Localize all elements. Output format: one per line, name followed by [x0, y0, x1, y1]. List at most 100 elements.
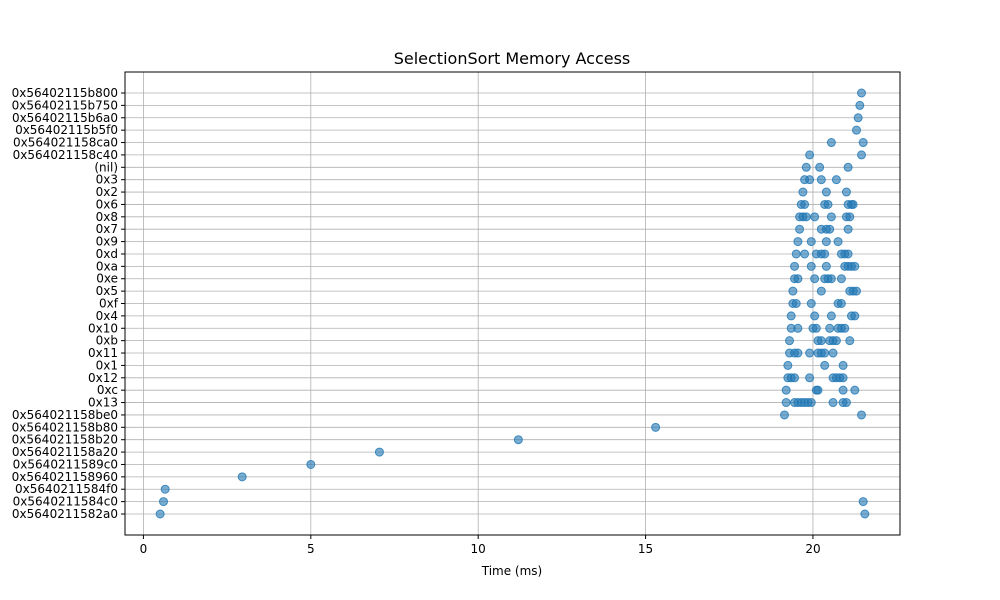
y-tick-label: 0x9: [96, 235, 118, 249]
data-point: [805, 150, 815, 160]
data-point: [826, 274, 836, 284]
data-point: [820, 360, 830, 370]
data-point: [160, 484, 170, 494]
y-tick-label: 0x5640211589c0: [13, 457, 118, 471]
y-tick-label: 0x8: [96, 210, 118, 224]
data-point: [795, 224, 805, 234]
grid-lines: [125, 72, 900, 535]
y-tick-label: (nil): [94, 160, 118, 174]
y-tick-label: 0x564021158960: [12, 470, 118, 484]
data-point: [836, 274, 846, 284]
data-point: [816, 336, 826, 346]
y-tick-label: 0x13: [88, 396, 118, 410]
data-point: [831, 336, 841, 346]
data-point: [791, 249, 801, 259]
y-tick-label: 0xe: [96, 272, 118, 286]
data-point: [783, 360, 793, 370]
data-point: [823, 199, 833, 209]
data-point: [793, 323, 803, 333]
data-point: [816, 175, 826, 185]
data-point: [825, 224, 835, 234]
data-point: [816, 286, 826, 296]
y-tick-label: 0x11: [88, 346, 118, 360]
y-tick-label: 0xa: [96, 259, 118, 273]
data-point: [858, 497, 868, 507]
data-point: [821, 261, 831, 271]
y-tick-label: 0x564021158a20: [12, 445, 118, 459]
data-point: [841, 398, 851, 408]
x-axis-ticks: 0 5 10 15 20: [140, 535, 821, 556]
data-points: [155, 88, 870, 519]
y-tick-label: 0x564021158ca0: [13, 136, 118, 150]
y-tick-label: 0x564021158c40: [13, 148, 118, 162]
data-point: [843, 249, 853, 259]
x-tick-label: 10: [471, 542, 486, 556]
x-axis-label: Time (ms): [481, 564, 543, 578]
y-tick-label: 0x56402115b750: [12, 98, 118, 112]
data-point: [651, 422, 661, 432]
data-point: [841, 187, 851, 197]
y-tick-label: 0x5640211584f0: [15, 482, 118, 496]
data-point: [800, 199, 810, 209]
data-point: [836, 299, 846, 308]
data-point: [826, 138, 836, 148]
y-tick-label: 0x5640211582a0: [12, 507, 118, 521]
y-tick-label: 0xc: [97, 383, 118, 397]
data-point: [848, 199, 858, 209]
data-point: [821, 187, 831, 197]
data-point: [850, 261, 860, 271]
data-point: [237, 472, 247, 482]
data-point: [781, 385, 791, 395]
data-point: [805, 348, 815, 358]
data-point: [843, 162, 853, 172]
y-tick-label: 0x564021158b20: [12, 433, 118, 447]
data-point: [838, 385, 848, 395]
data-point: [793, 274, 803, 284]
data-point: [790, 373, 800, 383]
y-tick-label: 0x5640211584c0: [13, 495, 118, 509]
data-point: [850, 385, 860, 395]
data-point: [806, 398, 816, 408]
data-point: [801, 212, 811, 222]
y-tick-label: 0x56402115b6a0: [12, 111, 118, 125]
data-point: [374, 447, 384, 457]
data-point: [838, 360, 848, 370]
data-point: [805, 175, 815, 185]
x-tick-label: 0: [140, 542, 148, 556]
data-point: [781, 398, 791, 408]
data-point: [801, 162, 811, 172]
data-point: [810, 311, 820, 321]
data-point: [820, 249, 830, 259]
y-tick-label: 0x10: [88, 321, 118, 335]
y-tick-label: 0x4: [96, 309, 118, 323]
data-point: [791, 299, 801, 308]
data-point: [155, 509, 165, 519]
data-point: [825, 323, 835, 333]
data-point: [793, 237, 803, 247]
data-point: [815, 162, 825, 172]
y-tick-label: 0x56402115b5f0: [15, 123, 118, 137]
data-point: [788, 286, 798, 296]
data-point: [857, 410, 867, 420]
data-point: [850, 311, 860, 321]
data-point: [857, 150, 867, 160]
data-point: [860, 509, 870, 519]
data-point: [810, 274, 820, 284]
data-point: [828, 398, 838, 408]
data-point: [851, 125, 861, 135]
y-tick-label: 0x56402115b800: [12, 86, 118, 100]
data-point: [857, 88, 867, 98]
data-point: [838, 373, 848, 383]
y-tick-label: 0xb: [96, 334, 118, 348]
data-point: [813, 385, 823, 395]
y-axis-ticks: 0x5640211582a00x5640211584c00x5640211584…: [12, 86, 125, 521]
chart-title: SelectionSort Memory Access: [394, 49, 631, 68]
data-point: [780, 410, 790, 420]
y-tick-label: 0x1: [96, 358, 118, 372]
data-point: [828, 348, 838, 358]
data-point: [513, 435, 523, 445]
data-point: [805, 373, 815, 383]
y-tick-label: 0x7: [96, 222, 118, 236]
data-point: [853, 113, 863, 123]
